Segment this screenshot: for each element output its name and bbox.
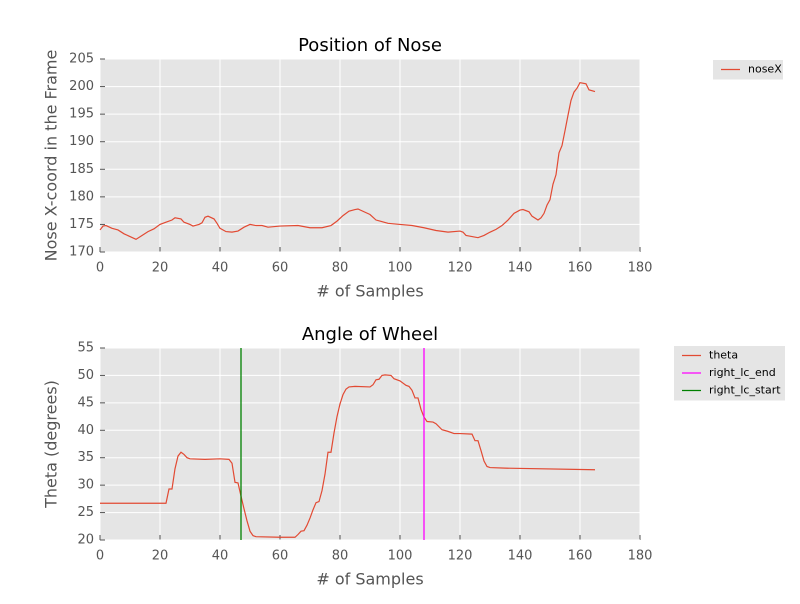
chart-title: Angle of Wheel <box>302 324 438 345</box>
plot-area <box>100 59 640 252</box>
x-tick-label: 80 <box>332 549 349 564</box>
plot-area <box>100 348 640 540</box>
x-tick-label: 140 <box>508 549 533 564</box>
x-tick-label: 40 <box>212 261 229 276</box>
y-tick-label: 20 <box>77 533 94 548</box>
y-tick-label: 195 <box>69 107 94 122</box>
y-tick-label: 50 <box>77 368 94 383</box>
y-tick-label: 175 <box>69 217 94 232</box>
data-line <box>99 82 596 241</box>
y-tick-label: 55 <box>77 341 94 356</box>
x-tick-label: 0 <box>96 261 104 276</box>
legend-label: right_lc_end <box>709 366 776 379</box>
x-tick-label: 180 <box>628 261 653 276</box>
y-tick-label: 205 <box>69 52 94 67</box>
y-tick-label: 25 <box>77 505 94 520</box>
x-axis-label: # of Samples <box>316 282 423 301</box>
x-tick-label: 40 <box>212 549 229 564</box>
x-tick-label: 160 <box>568 261 593 276</box>
y-tick-label: 170 <box>69 245 94 260</box>
legend-label: theta <box>709 349 738 362</box>
x-tick-label: 140 <box>508 261 533 276</box>
y-tick-label: 35 <box>77 450 94 465</box>
chart-title: Position of Nose <box>298 35 442 56</box>
x-tick-label: 120 <box>448 261 473 276</box>
y-tick-label: 40 <box>77 423 94 438</box>
legend-box <box>713 60 783 80</box>
x-axis-label: # of Samples <box>316 570 423 589</box>
y-tick-label: 190 <box>69 134 94 149</box>
y-axis-label: Theta (degrees) <box>42 380 61 509</box>
y-axis-label: Nose X-coord in the Frame <box>42 50 61 262</box>
x-tick-label: 60 <box>272 549 289 564</box>
x-tick-label: 0 <box>96 549 104 564</box>
x-tick-label: 100 <box>388 549 413 564</box>
x-tick-label: 100 <box>388 261 413 276</box>
x-tick-label: 180 <box>628 549 653 564</box>
legend-label: right_lc_start <box>709 384 781 397</box>
x-tick-label: 120 <box>448 549 473 564</box>
y-tick-label: 185 <box>69 162 94 177</box>
x-tick-label: 60 <box>272 261 289 276</box>
x-tick-label: 20 <box>152 549 169 564</box>
x-tick-label: 160 <box>568 549 593 564</box>
y-tick-label: 45 <box>77 395 94 410</box>
y-tick-label: 30 <box>77 478 94 493</box>
y-tick-label: 180 <box>69 189 94 204</box>
legend-label: noseX <box>748 63 782 76</box>
y-tick-label: 200 <box>69 79 94 94</box>
x-tick-label: 80 <box>332 261 349 276</box>
data-line <box>100 374 596 538</box>
x-tick-label: 20 <box>152 261 169 276</box>
